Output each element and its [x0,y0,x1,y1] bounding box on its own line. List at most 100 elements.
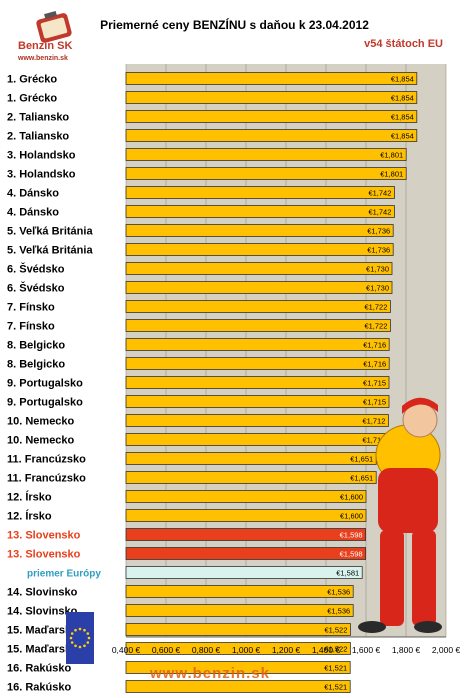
category-label: 9. Portugalsko [7,378,83,390]
category-label: 10. Nemecko [7,435,75,447]
category-label: 8. Belgicko [7,359,65,371]
value-label: €1,854 [391,113,414,122]
bar [125,110,418,123]
category-label: 4. Dánsko [7,207,59,219]
value-label: €1,712 [362,417,385,426]
eu-star [83,628,86,632]
value-label: €1,715 [363,379,386,388]
value-label: €1,521 [324,664,347,673]
bar [125,585,354,598]
bar [125,338,390,351]
value-label: €1,854 [391,75,414,84]
value-label: €1,716 [363,360,386,369]
category-label: 14. Slovinsko [7,606,78,618]
value-label: €1,522 [324,626,347,635]
category-label: 12. Írsko [7,510,52,523]
category-label: 11. Francúzsko [7,473,86,485]
value-label: €1,801 [380,170,403,179]
value-label: €1,801 [380,151,403,160]
value-label: €1,736 [367,246,390,255]
eu-star [74,628,77,632]
bar [125,72,418,85]
category-label: 14. Slovinsko [7,587,78,599]
category-label: 2. Taliansko [7,112,69,124]
eu-star [78,627,82,631]
category-label: 16. Rakúsko [7,682,71,694]
category-label: 15. Maďarsko [7,644,78,656]
x-tick-label: 1,200 € [272,645,301,655]
category-label: 13. Slovensko [7,549,81,561]
eu-star [78,645,82,649]
watermark: www.benzin.sk [150,665,270,682]
x-tick-label: 1,600 € [352,645,381,655]
bar [125,547,367,560]
chart-subtitle: v54 štátoch EU [364,38,443,50]
value-label: €1,536 [327,588,350,597]
category-label: 9. Portugalsko [7,397,83,409]
bar [125,414,389,427]
value-label: €1,716 [363,341,386,350]
category-label: 7. Fínsko [7,321,55,333]
bar [125,357,390,370]
x-tick-label: 1,800 € [392,645,421,655]
value-label: €1,730 [366,265,389,274]
category-label: 11. Francúzsko [7,454,86,466]
bar [125,129,418,142]
bar [125,490,367,503]
value-label: €1,730 [366,284,389,293]
value-label: €1,722 [364,303,387,312]
category-label: 13. Slovensko [7,530,81,542]
eu-star [86,632,90,635]
value-label: €1,742 [368,208,391,217]
value-label: €1,536 [327,607,350,616]
bar [125,224,394,237]
category-label: 15. Maďarsko [7,625,78,637]
category-label: 5. Veľká Británia [7,226,93,238]
bar [125,566,363,579]
category-label: 6. Švédsko [7,282,65,295]
bar [125,319,391,332]
category-label: 3. Holandsko [7,150,76,162]
eu-star [74,644,77,648]
x-tick-label: 0,800 € [192,645,221,655]
x-tick-label: 1,400 € [312,645,341,655]
bar [125,680,351,693]
value-label: €1,522 [324,645,347,654]
value-label: €1,854 [391,94,414,103]
category-label: 8. Belgicko [7,340,65,352]
category-label: 4. Dánsko [7,188,59,200]
category-label: 10. Nemecko [7,416,75,428]
bar [125,528,367,541]
category-label: 6. Švédsko [7,263,65,276]
bar [125,395,390,408]
mascot-figure [414,621,442,633]
category-label: priemer Európy [27,569,101,580]
category-label: 1. Grécko [7,74,57,86]
bar [125,452,377,465]
value-label: €1,598 [340,531,363,540]
eu-star [69,636,73,640]
eu-star [86,641,90,644]
category-label: 5. Veľká Británia [7,245,93,257]
benzin-logo [16,10,92,66]
bar [125,642,351,655]
value-label: €1,854 [391,132,414,141]
x-tick-label: 2,000 € [432,645,461,655]
value-label: €1,521 [324,683,347,692]
bar [125,509,367,522]
chart-title: Priemerné ceny BENZÍNU s daňou k 23.04.2… [100,18,369,32]
value-label: €1,715 [363,398,386,407]
bar [125,148,407,161]
value-label: €1,712 [362,436,385,445]
mascot-figure [378,468,438,533]
eu-star [83,644,86,648]
mascot-figure [402,397,438,414]
bar [125,91,418,104]
value-label: €1,742 [368,189,391,198]
mascot-figure [412,530,436,626]
value-label: €1,722 [364,322,387,331]
category-label: 1. Grécko [7,93,57,105]
category-label: 16. Rakúsko [7,663,71,675]
value-label: €1,651 [350,455,373,464]
category-label: 3. Holandsko [7,169,76,181]
